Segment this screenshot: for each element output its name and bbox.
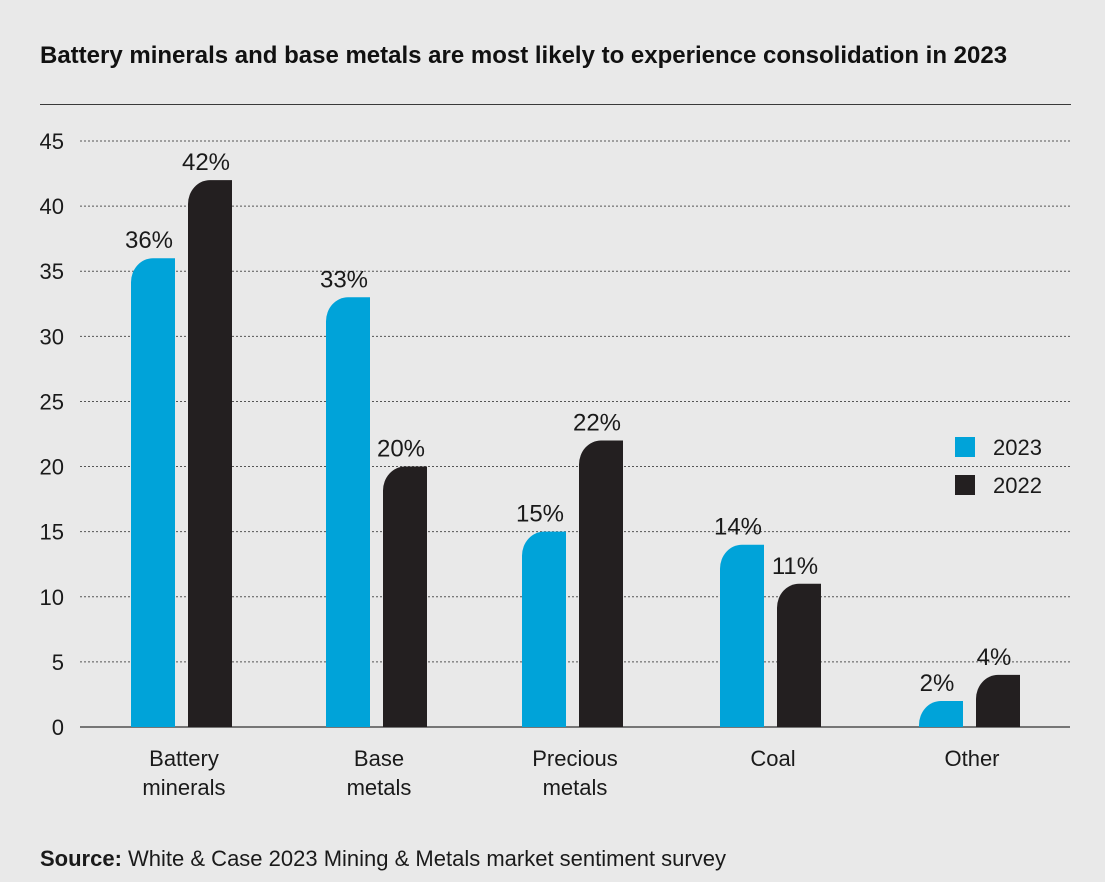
bar-2023	[326, 297, 370, 727]
data-label: 11%	[772, 553, 818, 580]
bar-chart: 0 5 10 15 20 25 30 35 40 45 36% 42% 33% 20% 15% 22% 14%…	[40, 129, 1070, 800]
grid-lines	[80, 140, 1070, 728]
data-label: 20%	[377, 436, 425, 463]
source-text: White & Case 2023 Mining & Metals market…	[128, 846, 726, 871]
legend: 2023 2022	[955, 435, 1042, 498]
legend-label: 2023	[993, 435, 1042, 460]
y-axis: 0 5 10 15 20 25 30 35 40 45	[40, 129, 64, 740]
source-label: Source:	[40, 846, 122, 871]
y-tick-label: 15	[40, 520, 64, 545]
y-tick-label: 20	[40, 455, 64, 480]
legend-swatch-2023	[955, 437, 975, 457]
bar-2023	[131, 258, 175, 727]
bar-2022	[976, 674, 1020, 727]
data-label: 15%	[516, 501, 564, 528]
title-divider	[40, 104, 1071, 105]
legend-label: 2022	[993, 473, 1042, 498]
data-label: 2%	[920, 670, 955, 697]
x-tick-label: metals	[347, 775, 412, 800]
data-label: 4%	[977, 644, 1012, 671]
y-tick-label: 10	[40, 585, 64, 610]
x-tick-label: Battery	[149, 746, 219, 771]
x-tick-label: Other	[944, 746, 999, 771]
x-tick-label: Base	[354, 746, 404, 771]
bar-2023	[919, 700, 963, 727]
x-tick-label: Precious	[532, 746, 618, 771]
x-tick-label: Coal	[750, 746, 795, 771]
legend-swatch-2022	[955, 475, 975, 495]
data-label: 22%	[573, 410, 621, 437]
bar-2022	[777, 583, 821, 727]
y-tick-label: 25	[40, 389, 64, 414]
y-tick-label: 35	[40, 259, 64, 284]
bar-2023	[522, 531, 566, 727]
x-tick-label: minerals	[142, 775, 225, 800]
bars: 36% 42% 33% 20% 15% 22% 14% 11% 2% 4%	[125, 149, 1020, 728]
y-tick-label: 0	[52, 715, 64, 740]
y-tick-label: 5	[52, 650, 64, 675]
x-axis: Battery minerals Base metals Precious metals C…	[142, 746, 999, 800]
x-tick-label: metals	[543, 775, 608, 800]
chart-title: Battery minerals and base metals are mos…	[40, 42, 1008, 69]
source-note: Source: White & Case 2023 Mining & Metal…	[40, 846, 726, 872]
bar-2023	[720, 544, 764, 727]
bar-2022	[383, 466, 427, 727]
data-label: 42%	[182, 149, 230, 176]
y-tick-label: 30	[40, 324, 64, 349]
bar-2022	[188, 180, 232, 728]
data-label: 33%	[320, 266, 368, 293]
y-tick-label: 40	[40, 194, 64, 219]
data-label: 14%	[714, 514, 762, 541]
bar-2022	[579, 440, 623, 727]
data-label: 36%	[125, 227, 173, 254]
y-tick-label: 45	[40, 129, 64, 154]
